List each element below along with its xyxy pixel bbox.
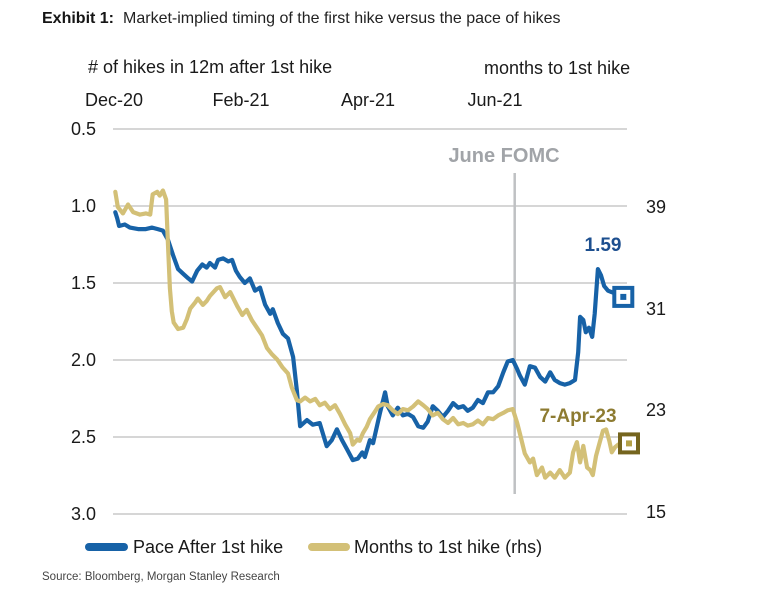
left-tick-2-0: 2.0 (70, 350, 96, 370)
pace-last-value-label: 1.59 (584, 235, 622, 256)
right-tick-15: 15 (646, 502, 667, 522)
months-legend-swatch (308, 543, 350, 551)
left-axis-title: # of hikes in 12m after 1st hike (88, 57, 333, 77)
pace-legend-swatch (85, 543, 128, 551)
left-tick-3-0: 3.0 (70, 504, 96, 524)
right-tick-39: 39 (646, 197, 667, 217)
right-tick-23: 23 (646, 400, 667, 420)
left-tick-1-0: 1.0 (70, 196, 96, 216)
pace-line (113, 210, 623, 463)
exhibit-number-label: Exhibit 1: (42, 10, 115, 27)
june-fomc-label: June FOMC (448, 145, 560, 167)
x-tick-dec-20: Dec-20 (84, 90, 144, 110)
left-tick-2-5: 2.5 (70, 427, 96, 447)
implied-hike-date-label: 7-Apr-23 (539, 406, 617, 427)
pace-legend-label: Pace After 1st hike (133, 537, 284, 557)
right-tick-31: 31 (646, 299, 667, 319)
x-tick-feb-21: Feb-21 (212, 90, 270, 110)
x-tick-jun-21: Jun-21 (467, 90, 523, 110)
exhibit-title: Exhibit 1: Market-implied timing of the f… (42, 8, 561, 30)
source-note: Source: Bloomberg, Morgan Stanley Resear… (42, 571, 280, 583)
months-line (113, 188, 625, 480)
months-end-marker-dot (626, 440, 632, 447)
x-tick-apr-21: Apr-21 (340, 90, 396, 110)
left-tick-0-5: 0.5 (70, 119, 96, 139)
months-legend-label: Months to 1st hike (rhs) (354, 537, 543, 557)
right-axis-title: months to 1st hike (484, 58, 631, 78)
left-tick-1-5: 1.5 (70, 273, 96, 293)
exhibit-title-text: Market-implied timing of the first hike … (123, 10, 561, 27)
pace-end-marker-dot (620, 293, 627, 300)
